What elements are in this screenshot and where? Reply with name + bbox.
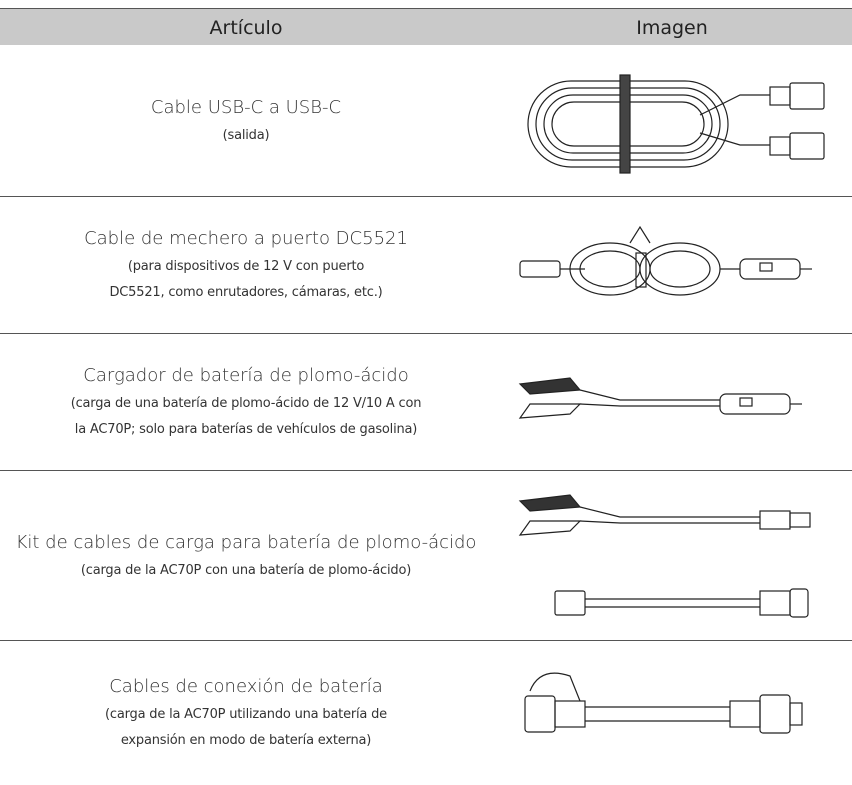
item-cell: Cargador de batería de plomo-ácido (carg… <box>0 334 492 470</box>
item-title: Cable de mechero a puerto DC5521 <box>84 228 408 249</box>
table-row: Kit de cables de carga para batería de p… <box>0 471 852 641</box>
cable-image <box>518 494 811 618</box>
table-header: Artículo Imagen <box>0 8 852 45</box>
cable-image <box>524 672 803 734</box>
table-row: Cables de conexión de batería (carga de … <box>0 641 852 785</box>
item-title: Cables de conexión de batería <box>109 676 383 697</box>
item-description: (carga de una batería de plomo-ácido de … <box>70 396 422 411</box>
item-cell: Kit de cables de carga para batería de p… <box>0 471 492 640</box>
cable-image <box>527 74 825 174</box>
table-row: Cable USB-C a USB-C (salida) <box>0 45 852 197</box>
item-description: la AC70P; solo para baterías de vehículo… <box>74 422 418 437</box>
item-description: (carga de la AC70P con una batería de pl… <box>80 562 412 578</box>
item-description: expansión en modo de batería externa) <box>120 733 372 748</box>
item-title: Cargador de batería de plomo-ácido <box>83 365 409 386</box>
column-header: Imagen <box>636 17 708 39</box>
item-cell: Cable USB-C a USB-C (salida) <box>0 45 492 196</box>
table-row: Cable de mechero a puerto DC5521 (para d… <box>0 197 852 334</box>
cable-image <box>519 225 812 296</box>
item-description: DC5521, como enrutadores, cámaras, etc.) <box>109 285 383 300</box>
table-row: Cargador de batería de plomo-ácido (carg… <box>0 334 852 471</box>
item-description: (para dispositivos de 12 V con puerto <box>127 259 365 274</box>
cable-image <box>518 377 802 419</box>
item-title: Cable USB-C a USB-C <box>150 96 342 118</box>
item-cell: Cable de mechero a puerto DC5521 (para d… <box>0 197 492 333</box>
item-cell: Cables de conexión de batería (carga de … <box>0 641 492 785</box>
column-header: Artículo <box>209 17 283 39</box>
item-title: Kit de cables de carga para batería de p… <box>15 531 477 553</box>
item-description: (salida) <box>222 127 270 143</box>
item-description: (carga de la AC70P utilizando una baterí… <box>105 707 387 722</box>
